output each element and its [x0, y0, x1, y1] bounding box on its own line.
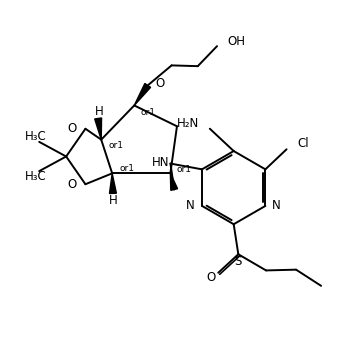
Text: HN: HN	[152, 156, 170, 168]
Text: or1: or1	[176, 165, 191, 174]
Text: H₃C: H₃C	[25, 130, 47, 143]
Text: S: S	[235, 256, 242, 268]
Text: or1: or1	[119, 164, 134, 173]
Text: O: O	[156, 77, 165, 90]
Text: N: N	[272, 199, 281, 213]
Text: N: N	[186, 199, 195, 213]
Text: or1: or1	[140, 108, 155, 117]
Text: O: O	[68, 178, 77, 191]
Text: or1: or1	[108, 141, 123, 150]
Text: H₂N: H₂N	[177, 117, 199, 130]
Polygon shape	[110, 173, 117, 194]
Text: O: O	[68, 122, 77, 135]
Text: H₃C: H₃C	[25, 171, 47, 183]
Text: H: H	[95, 105, 103, 118]
Polygon shape	[134, 83, 151, 105]
Text: O: O	[206, 271, 215, 284]
Text: Cl: Cl	[297, 137, 309, 151]
Polygon shape	[95, 118, 102, 140]
Text: OH: OH	[228, 35, 246, 48]
Polygon shape	[171, 173, 177, 190]
Text: H: H	[109, 194, 118, 207]
